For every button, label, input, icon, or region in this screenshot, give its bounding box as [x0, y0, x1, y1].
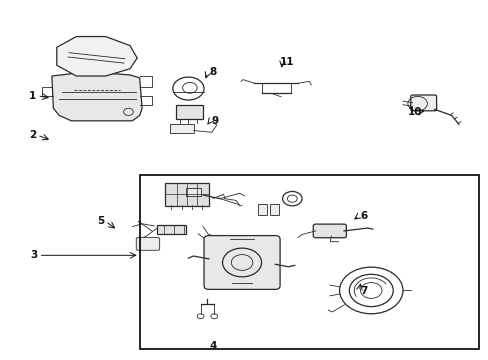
Text: 11: 11 [280, 57, 294, 67]
Text: 2: 2 [29, 130, 36, 140]
FancyBboxPatch shape [410, 95, 436, 111]
Text: 1: 1 [29, 91, 36, 101]
Bar [170, 125, 193, 134]
Bar [176, 105, 203, 119]
Bar [140, 175, 478, 348]
Bar [270, 204, 279, 215]
Polygon shape [52, 73, 142, 121]
Text: 3: 3 [30, 250, 38, 260]
Text: 9: 9 [211, 116, 218, 126]
Text: 7: 7 [360, 286, 367, 296]
Text: 4: 4 [209, 341, 216, 351]
Bar [157, 225, 185, 234]
Text: 5: 5 [97, 216, 104, 226]
Text: 8: 8 [209, 67, 216, 77]
FancyBboxPatch shape [164, 183, 209, 206]
FancyBboxPatch shape [203, 235, 280, 289]
FancyBboxPatch shape [136, 237, 159, 250]
Bar [258, 204, 266, 215]
Text: 10: 10 [407, 107, 422, 117]
Polygon shape [57, 37, 137, 76]
Text: 6: 6 [360, 211, 367, 221]
FancyBboxPatch shape [313, 224, 346, 238]
Bar [185, 188, 200, 196]
